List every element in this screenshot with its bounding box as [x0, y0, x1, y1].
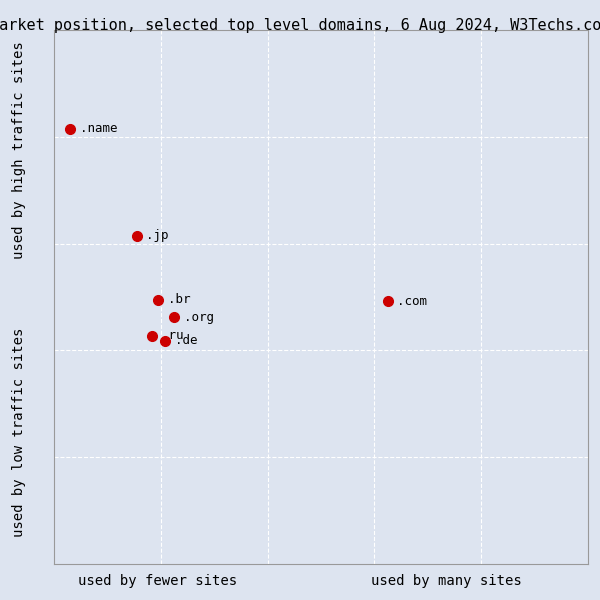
Text: used by high traffic sites: used by high traffic sites: [12, 41, 26, 259]
Text: .ru: .ru: [161, 329, 184, 343]
Text: .org: .org: [184, 311, 214, 324]
Text: .name: .name: [80, 122, 117, 135]
Text: .br: .br: [168, 293, 190, 306]
Text: .de: .de: [175, 334, 197, 347]
Text: used by low traffic sites: used by low traffic sites: [12, 328, 26, 536]
Text: .com: .com: [397, 295, 427, 308]
Text: Market position, selected top level domains, 6 Aug 2024, W3Techs.com: Market position, selected top level doma…: [0, 18, 600, 33]
Text: used by fewer sites: used by fewer sites: [78, 574, 237, 588]
Text: used by many sites: used by many sites: [371, 574, 522, 588]
Text: .jp: .jp: [146, 229, 169, 242]
